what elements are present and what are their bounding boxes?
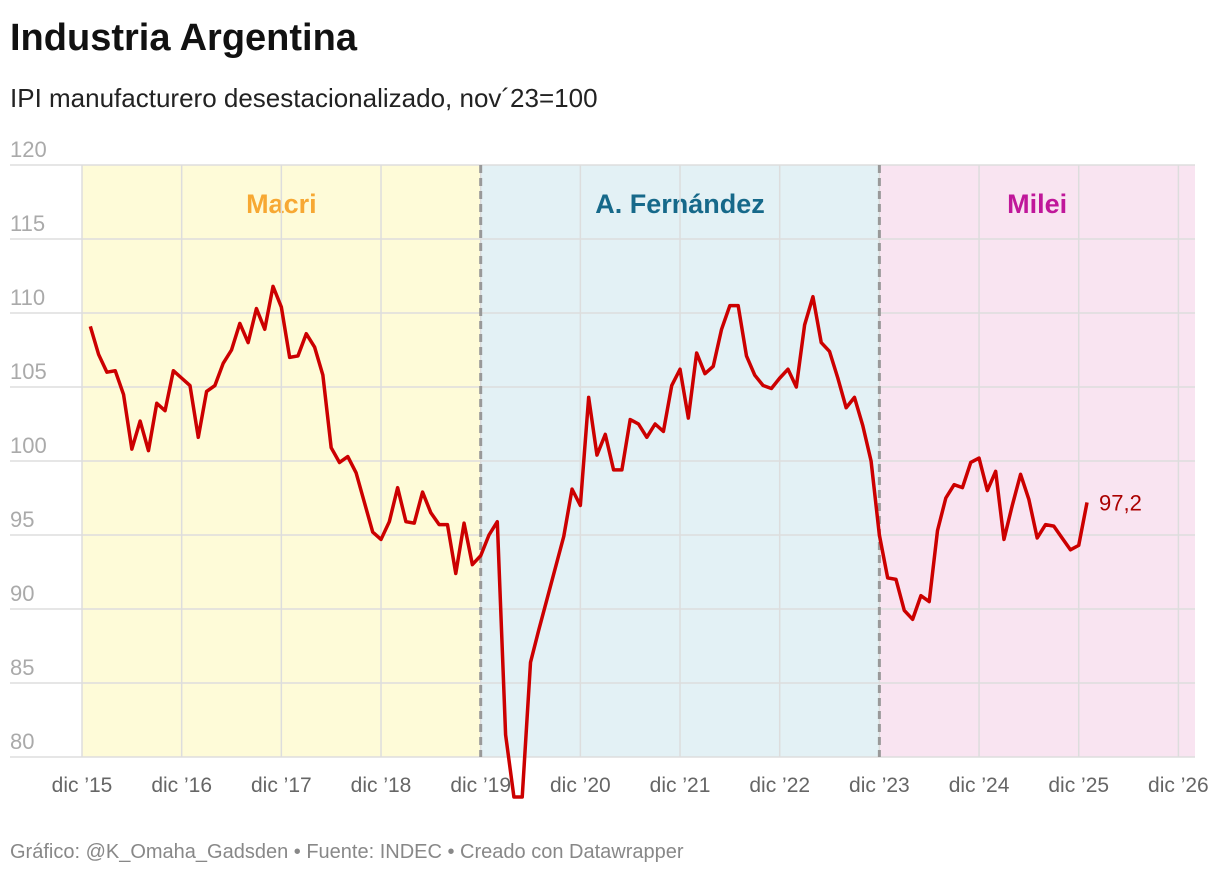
x-tick-label: dic ’17 (251, 774, 312, 797)
x-tick-label: dic ’19 (450, 774, 511, 797)
y-tick-label: 95 (10, 507, 34, 532)
x-tick-label: dic ’22 (749, 774, 810, 797)
period-label: Milei (1007, 189, 1067, 219)
grid: 80 85 90 95 100 105 110 115 120 dic ’15 dic ’16 dic… (10, 137, 1209, 797)
chart-subtitle: IPI manufacturero desestacionalizado, no… (10, 83, 598, 113)
footer: Gráfico: @K_Omaha_Gadsden • Fuente: INDE… (10, 841, 684, 863)
x-tick-label: dic ’16 (151, 774, 212, 797)
line (88, 284, 1089, 799)
y-tick-label: 110 (10, 285, 45, 310)
marks: 97,2 (88, 284, 1142, 799)
y-tick-label: 80 (10, 729, 34, 754)
x-tick-label: dic ’23 (849, 774, 910, 797)
y-tick-label: 100 (10, 433, 47, 458)
x-tick-label: dic ’24 (949, 774, 1010, 797)
y-tick-label: 90 (10, 581, 34, 606)
y-tick-label: 105 (10, 359, 47, 384)
x-tick-label: dic ’20 (550, 774, 611, 797)
y-tick-label: 115 (10, 211, 45, 236)
x-tick-label: dic ’25 (1048, 774, 1109, 797)
x-tick-label: dic ’26 (1148, 774, 1209, 797)
x-tick-label: dic ’18 (351, 774, 412, 797)
x-tick-label: dic ’21 (650, 774, 711, 797)
y-tick-label: 120 (10, 137, 47, 162)
x-tick-label: dic ’15 (52, 774, 113, 797)
chart-title: Industria Argentina (10, 17, 358, 59)
value-label: 97,2 (1099, 490, 1142, 515)
y-tick-label: 85 (10, 655, 34, 680)
